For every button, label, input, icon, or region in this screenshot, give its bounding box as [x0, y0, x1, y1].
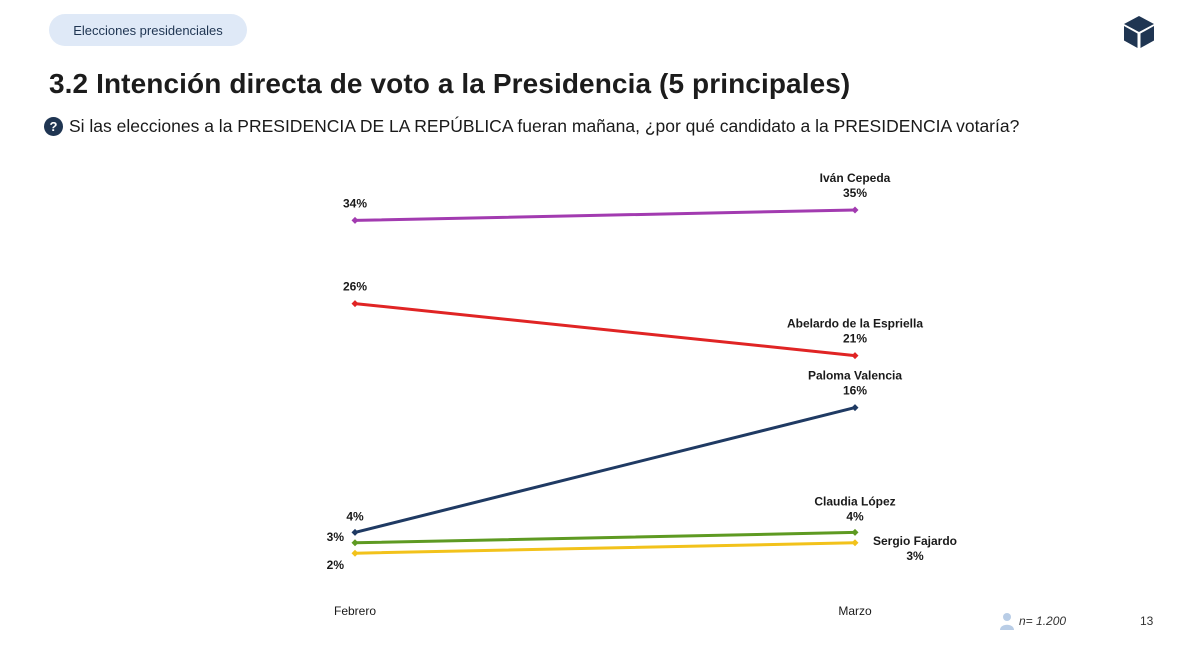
page-title: 3.2 Intención directa de voto a la Presi…	[49, 68, 851, 99]
data-point	[851, 528, 859, 536]
section-pill: Elecciones presidenciales	[49, 14, 247, 46]
data-point	[351, 549, 359, 557]
person-icon	[1000, 613, 1014, 630]
section-label: Elecciones presidenciales	[73, 22, 223, 38]
question-text: Si las elecciones a la PRESIDENCIA DE LA…	[69, 116, 1020, 136]
series-name-label: Iván Cepeda	[820, 171, 891, 185]
cube-logo-icon	[1124, 16, 1154, 48]
sample-size-text: n= 1.200	[1019, 614, 1067, 628]
data-label: 4%	[846, 509, 864, 523]
series-line	[353, 302, 857, 358]
data-label: 3%	[327, 530, 345, 544]
series-line	[353, 530, 857, 545]
data-point	[851, 352, 859, 360]
series-line	[353, 208, 857, 222]
data-point	[851, 404, 859, 412]
data-label: 21%	[843, 332, 867, 346]
series-name-label: Claudia López	[814, 494, 895, 508]
data-point	[851, 539, 859, 547]
data-label: 2%	[327, 558, 345, 572]
question-circle-icon: ?	[44, 117, 63, 136]
x-tick-label: Febrero	[334, 604, 376, 618]
data-point	[351, 300, 359, 308]
data-label: 34%	[343, 196, 367, 210]
data-point	[851, 206, 859, 214]
data-label: 3%	[906, 549, 924, 563]
series-name-label: Paloma Valencia	[808, 369, 902, 383]
data-point	[351, 216, 359, 224]
series-name-label: Sergio Fajardo	[873, 534, 957, 548]
data-label: 16%	[843, 384, 867, 398]
data-label: 35%	[843, 186, 867, 200]
survey-question: ? Si las elecciones a la PRESIDENCIA DE …	[44, 116, 1019, 137]
series-line	[353, 541, 857, 555]
data-label: 26%	[343, 280, 367, 294]
data-point	[351, 528, 359, 536]
series-name-label: Abelardo de la Espriella	[787, 317, 923, 331]
data-point	[351, 539, 359, 547]
series-line	[353, 406, 857, 534]
x-tick-label: Marzo	[838, 604, 872, 618]
sample-size: n= 1.200	[999, 612, 1066, 630]
data-label: 4%	[346, 509, 364, 523]
page-number: 13	[1140, 614, 1154, 628]
